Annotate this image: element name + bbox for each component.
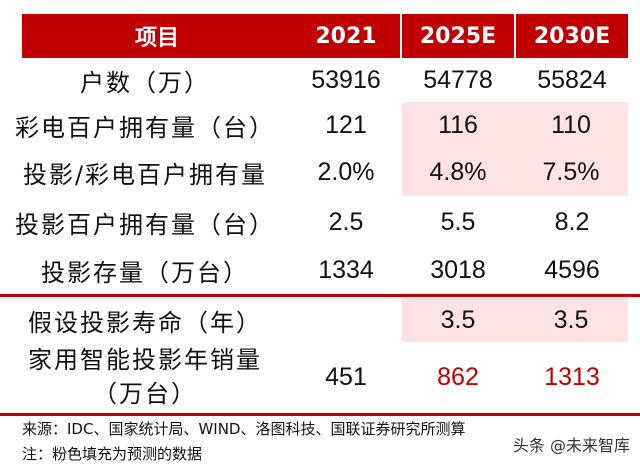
row-label: 投影/彩电百户拥有量 bbox=[22, 160, 268, 189]
watermark-text: 头条 @未来智库 bbox=[512, 436, 630, 455]
header-item: 项目 bbox=[22, 14, 292, 58]
row-label: 户数（万） bbox=[80, 68, 210, 97]
header-2030e: 2030E bbox=[516, 14, 628, 58]
header-2025e: 2025E bbox=[402, 14, 514, 58]
table-row: 投影百户拥有量（台） 2.5 5.5 8.2 bbox=[0, 198, 640, 246]
value-2025e: 862 bbox=[437, 362, 479, 391]
value-2021: 2.5 bbox=[328, 207, 364, 236]
row-label: 投影百户拥有量（台） bbox=[15, 210, 275, 239]
header-2021: 2021 bbox=[292, 14, 400, 58]
value-2021: 121 bbox=[325, 110, 367, 139]
table-row: 家用智能投影年销量 （万台） 451 862 1313 bbox=[0, 342, 640, 412]
value-2025e: 3.5 bbox=[402, 298, 514, 342]
table-row: 投影/彩电百户拥有量 2.0% 4.8% 7.5% bbox=[0, 148, 640, 196]
value-2021 bbox=[292, 298, 400, 342]
table-row: 投影存量（万台） 1334 3018 4596 bbox=[0, 246, 640, 294]
row-label-line2: （万台） bbox=[93, 380, 197, 408]
value-2021: 53916 bbox=[311, 65, 381, 94]
watermark: 头条 @未来智库 bbox=[513, 432, 630, 456]
value-2021: 1334 bbox=[318, 255, 374, 284]
value-2025e: 3018 bbox=[430, 255, 486, 284]
value-2030e: 7.5% bbox=[514, 148, 628, 196]
table-row: 户数（万） 53916 54778 55824 bbox=[0, 58, 640, 102]
value-2030e: 1313 bbox=[544, 362, 600, 391]
fill-note: 注：粉色填充为预测的数据 bbox=[22, 445, 203, 463]
table-row: 假设投影寿命（年） 3.5 3.5 bbox=[0, 298, 640, 342]
value-2021: 451 bbox=[325, 362, 367, 391]
value-2025e: 4.8% bbox=[402, 148, 514, 196]
row-label-line1: 家用智能投影年销量 bbox=[28, 346, 262, 374]
value-2030e: 3.5 bbox=[514, 298, 628, 342]
bottom-rule bbox=[0, 413, 640, 416]
value-2030e: 4596 bbox=[544, 255, 600, 284]
value-2030e: 110 bbox=[514, 102, 628, 148]
row-label: 彩电百户拥有量（台） bbox=[15, 113, 275, 142]
value-2021: 2.0% bbox=[317, 157, 375, 186]
table-row: 彩电百户拥有量（台） 121 116 110 bbox=[0, 102, 640, 148]
value-2030e: 8.2 bbox=[554, 207, 590, 236]
table-header: 项目 2021 2025E 2030E bbox=[0, 14, 640, 58]
row-label: 假设投影寿命（年） bbox=[28, 308, 262, 337]
source-note: 来源：IDC、国家统计局、WIND、洛图科技、国联证券研究所测算 bbox=[22, 420, 466, 438]
row-label: 投影存量（万台） bbox=[41, 258, 249, 287]
value-2025e: 5.5 bbox=[440, 207, 476, 236]
section-divider bbox=[0, 294, 640, 297]
value-2025e: 54778 bbox=[423, 65, 493, 94]
value-2025e: 116 bbox=[402, 102, 514, 148]
row-label: 家用智能投影年销量 （万台） bbox=[0, 342, 290, 412]
value-2030e: 55824 bbox=[537, 65, 607, 94]
